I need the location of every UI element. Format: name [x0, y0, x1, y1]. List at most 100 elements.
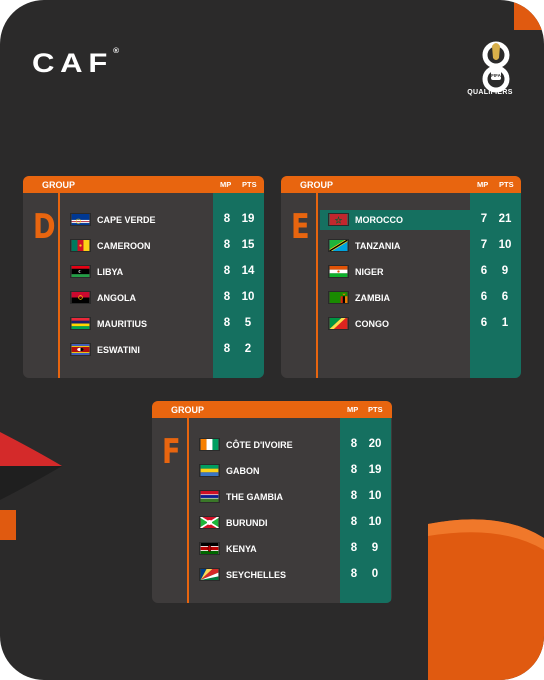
table-row: LIBYA 8 14: [23, 259, 264, 285]
table-row: BURUNDI 8 10: [152, 510, 392, 536]
matches-played: 8: [223, 317, 231, 329]
group-label: GROUP: [171, 405, 205, 415]
matches-played: 6: [480, 291, 488, 303]
table-row: KENYA 8 9: [152, 536, 392, 562]
right-decoration: [428, 519, 544, 680]
team-name: CONGO: [355, 319, 390, 329]
stats-column: [213, 193, 264, 378]
points: 10: [498, 239, 512, 251]
mauritius-flag-icon: [70, 317, 91, 330]
matches-played: 6: [480, 317, 488, 329]
table-row: ANGOLA 8 10: [23, 285, 264, 311]
team-name: BURUNDI: [226, 518, 268, 528]
points: 9: [501, 265, 509, 277]
team-name: ZAMBIA: [355, 293, 390, 303]
group-letter: D: [33, 207, 56, 247]
group-f-card: GROUP MP PTS F CÔTE D'IVOIRE 8 20 GABON …: [152, 401, 392, 603]
team-name: CÔTE D'IVOIRE: [226, 440, 293, 450]
matches-played: 8: [223, 343, 231, 355]
pts-header: PTS: [499, 180, 514, 189]
team-name: CAMEROON: [97, 241, 151, 251]
matches-played: 8: [350, 490, 358, 502]
cote-divoire-flag-icon: [199, 438, 220, 451]
points: 10: [241, 291, 255, 303]
group-d-card: GROUP MP PTS D CAPE VERDE 8 19 CAMEROON …: [23, 176, 264, 378]
matches-played: 8: [350, 516, 358, 528]
stats-column: [340, 418, 391, 603]
points: 0: [371, 568, 379, 580]
points: 6: [501, 291, 509, 303]
table-row: CAPE VERDE 8 19: [23, 207, 264, 233]
cape-verde-flag-icon: [70, 213, 91, 226]
pts-header: PTS: [242, 180, 257, 189]
table-row: NIGER 6 9: [281, 259, 521, 285]
group-e-card: GROUP MP PTS E MOROCCO 7 21 TANZANIA 7 1…: [281, 176, 521, 378]
matches-played: 8: [350, 438, 358, 450]
table-row: CÔTE D'IVOIRE 8 20: [152, 432, 392, 458]
points: 15: [241, 239, 255, 251]
points: 14: [241, 265, 255, 277]
group-letter: F: [162, 432, 181, 472]
matches-played: 7: [480, 213, 488, 225]
left-decoration: [0, 432, 62, 540]
group-letter-column: F: [152, 418, 189, 603]
points: 1: [501, 317, 509, 329]
kenya-flag-icon: [199, 542, 220, 555]
congo-flag-icon: [328, 317, 349, 330]
group-letter-column: D: [23, 193, 60, 378]
corner-decoration: [514, 0, 544, 30]
points: 10: [368, 490, 382, 502]
mp-header: MP: [347, 405, 359, 414]
group-f-header: GROUP MP PTS: [152, 401, 392, 418]
world-cup-emblem-icon: FIFA: [482, 41, 510, 93]
points: 9: [371, 542, 379, 554]
points: 19: [241, 213, 255, 225]
points: 19: [368, 464, 382, 476]
team-name: THE GAMBIA: [226, 492, 283, 502]
team-name: ESWATINI: [97, 345, 140, 355]
pts-header: PTS: [368, 405, 383, 414]
points: 21: [498, 213, 512, 225]
table-row: MAURITIUS 8 5: [23, 311, 264, 337]
group-d-header: GROUP MP PTS: [23, 176, 264, 193]
matches-played: 8: [223, 213, 231, 225]
mp-header: MP: [220, 180, 232, 189]
group-letter: E: [291, 207, 310, 247]
team-name: MAURITIUS: [97, 319, 147, 329]
team-name: SEYCHELLES: [226, 570, 287, 580]
table-row: ESWATINI 8 2: [23, 337, 264, 363]
points: 2: [244, 343, 252, 355]
table-row: SEYCHELLES 8 0: [152, 562, 392, 588]
seychelles-flag-icon: [199, 568, 220, 581]
table-row: ZAMBIA 6 6: [281, 285, 521, 311]
eswatini-flag-icon: [70, 343, 91, 356]
matches-played: 8: [350, 464, 358, 476]
group-label: GROUP: [42, 180, 76, 190]
gabon-flag-icon: [199, 464, 220, 477]
cameroon-flag-icon: [70, 239, 91, 252]
table-row: TANZANIA 7 10: [281, 233, 521, 259]
table-row-highlighted: MOROCCO 7 21: [320, 210, 521, 230]
matches-played: 8: [223, 239, 231, 251]
group-e-header: GROUP MP PTS: [281, 176, 521, 193]
group-label: GROUP: [300, 180, 334, 190]
mp-header: MP: [477, 180, 489, 189]
matches-played: 8: [350, 568, 358, 580]
matches-played: 7: [480, 239, 488, 251]
the-gambia-flag-icon: [199, 490, 220, 503]
team-name: KENYA: [226, 544, 257, 554]
team-name: GABON: [226, 466, 260, 476]
registered-mark: ®: [113, 48, 120, 55]
table-row: CONGO 6 1: [281, 311, 521, 337]
table-row: GABON 8 19: [152, 458, 392, 484]
matches-played: 8: [350, 542, 358, 554]
qualifiers-label: QUALIFIERS: [467, 89, 513, 96]
table-row: CAMEROON 8 15: [23, 233, 264, 259]
emblem-caption: FIFA: [491, 73, 501, 78]
tanzania-flag-icon: [328, 239, 349, 252]
matches-played: 8: [223, 265, 231, 277]
burundi-flag-icon: [199, 516, 220, 529]
points: 20: [368, 438, 382, 450]
morocco-flag-icon: [328, 213, 349, 226]
